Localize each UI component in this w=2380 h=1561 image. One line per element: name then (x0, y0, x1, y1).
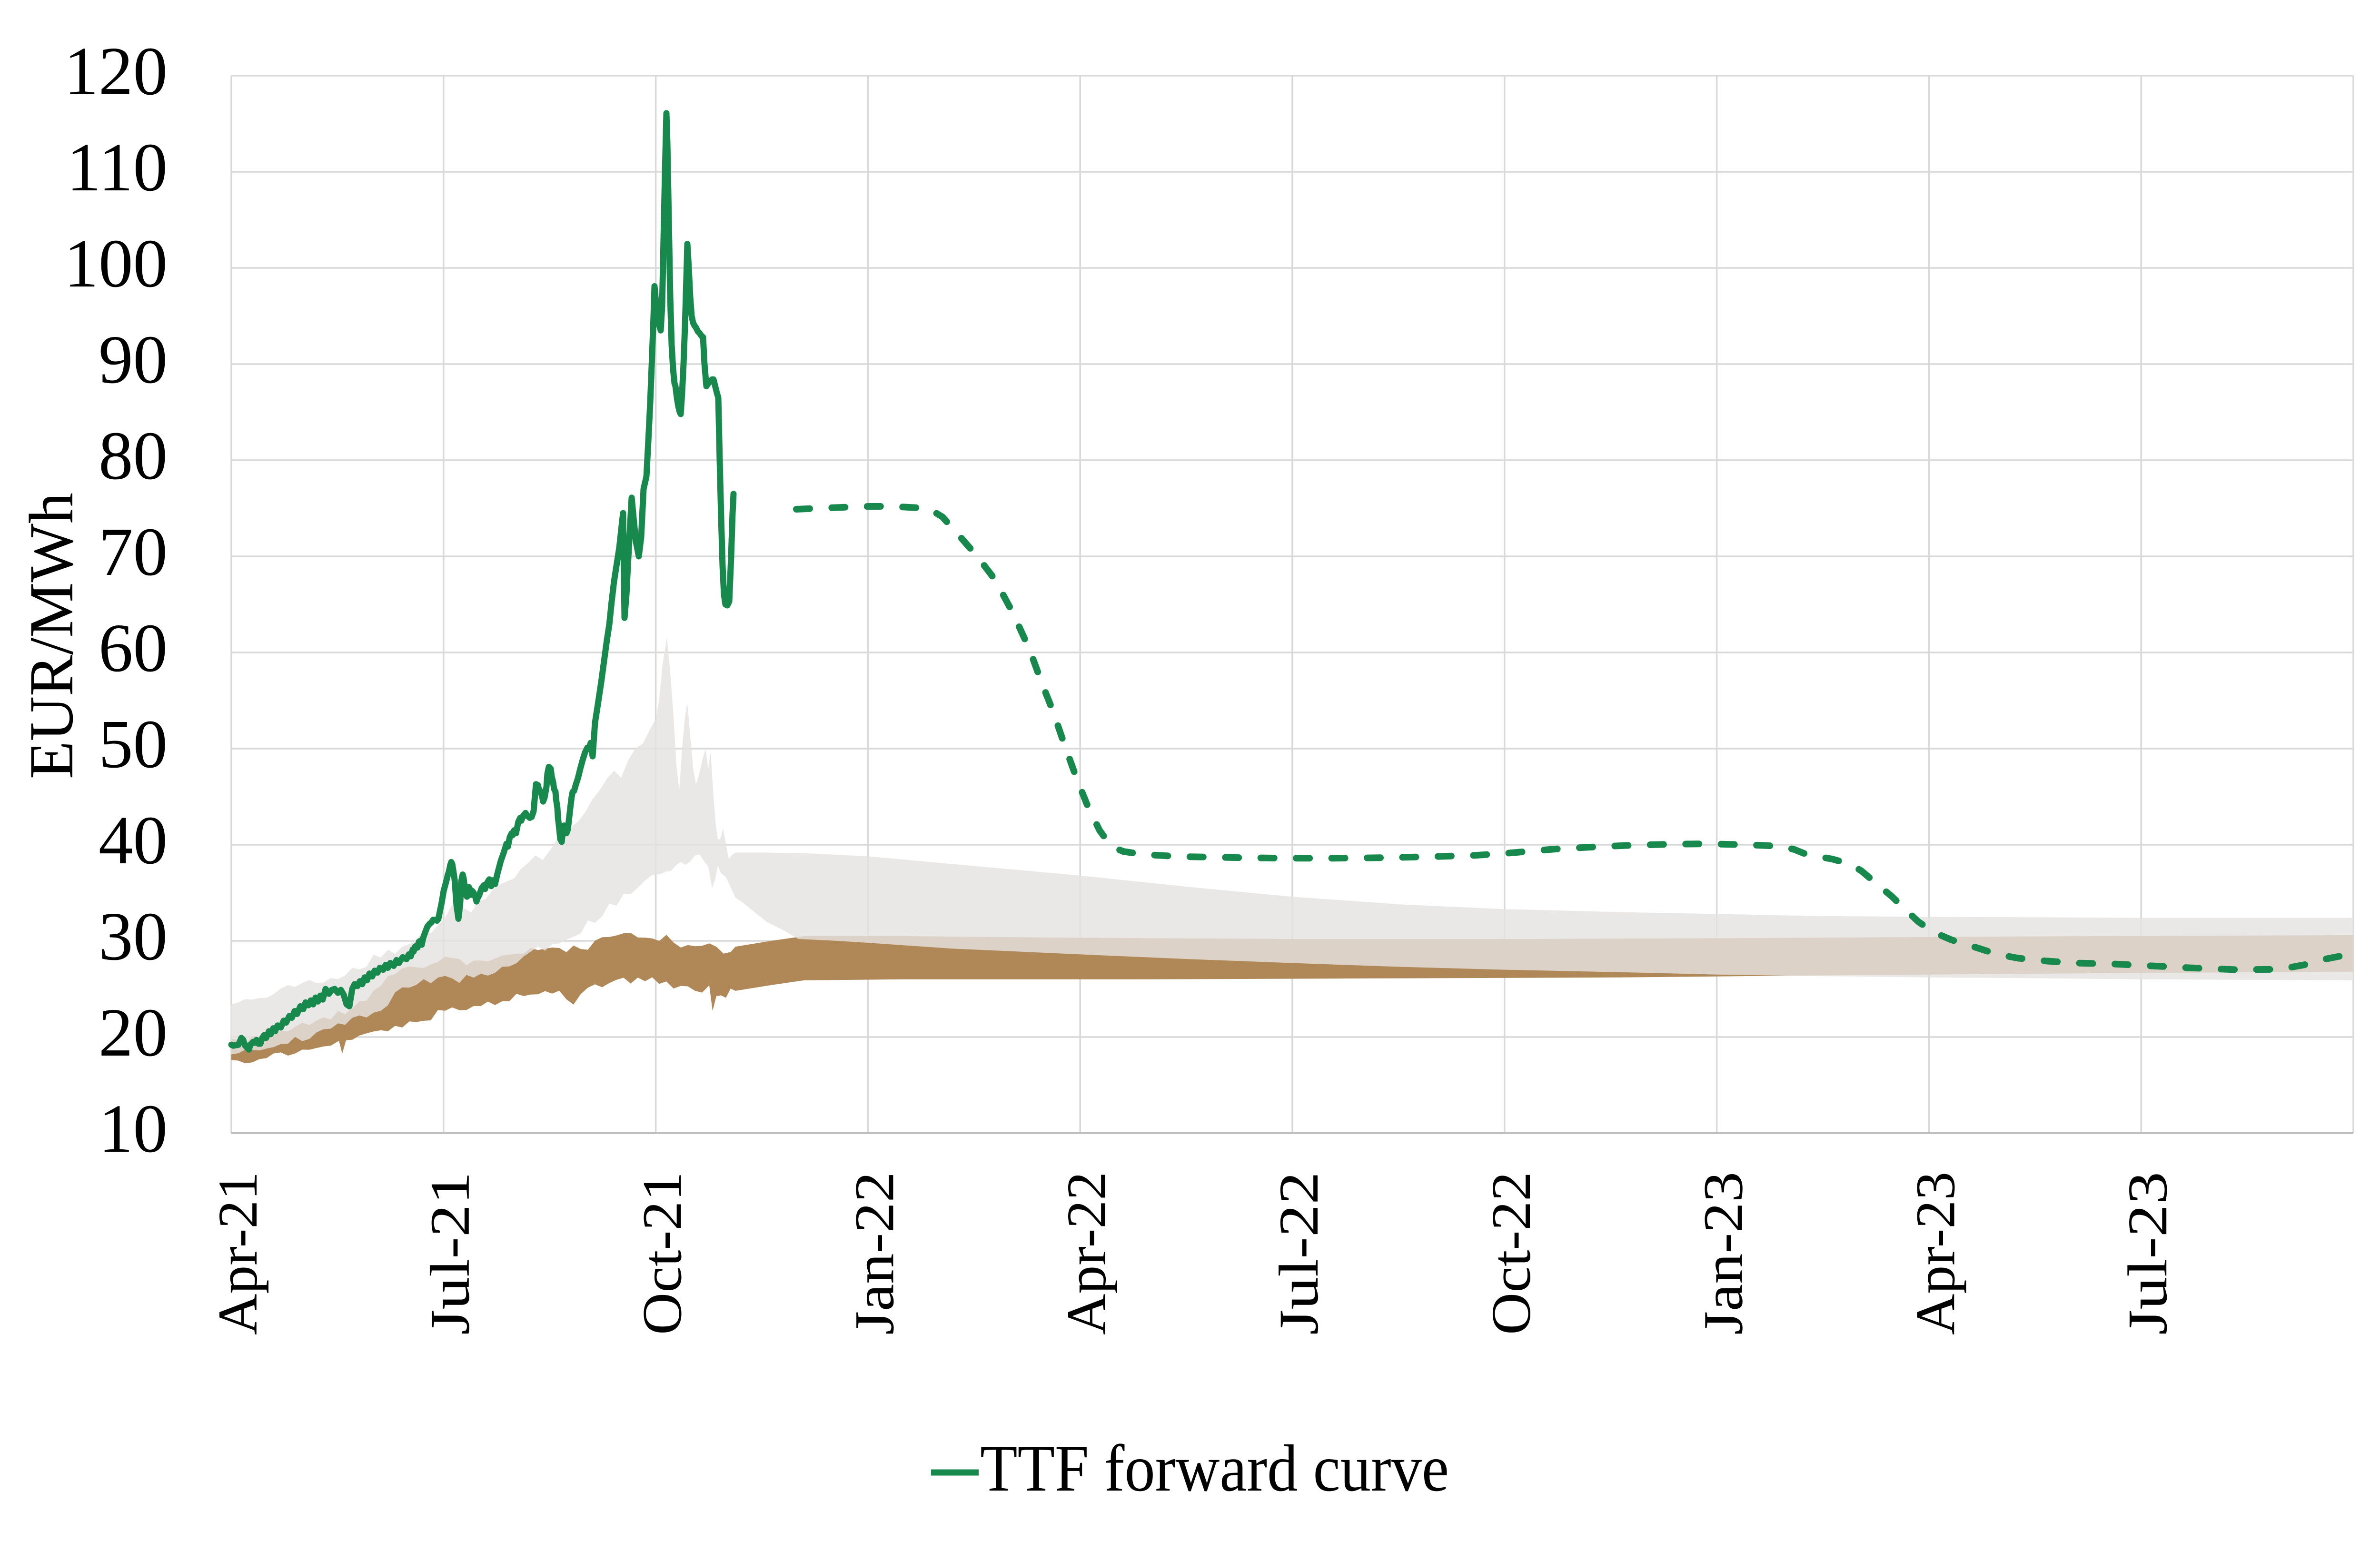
svg-text:110: 110 (67, 129, 168, 206)
svg-text:TTF forward curve: TTF forward curve (980, 1432, 1449, 1505)
svg-text:80: 80 (99, 418, 168, 494)
svg-text:Jan-23: Jan-23 (1692, 1172, 1755, 1335)
svg-text:Jul-23: Jul-23 (2116, 1172, 2179, 1335)
svg-text:Oct-22: Oct-22 (1480, 1172, 1542, 1335)
svg-text:Apr-23: Apr-23 (1904, 1172, 1966, 1335)
svg-text:20: 20 (99, 995, 168, 1071)
svg-text:Apr-21: Apr-21 (207, 1172, 269, 1335)
svg-text:60: 60 (99, 610, 168, 686)
svg-text:70: 70 (99, 514, 168, 590)
svg-text:Oct-21: Oct-21 (631, 1172, 694, 1335)
svg-text:50: 50 (99, 706, 168, 782)
svg-text:Jul-22: Jul-22 (1268, 1172, 1330, 1335)
svg-text:Apr-22: Apr-22 (1055, 1172, 1118, 1335)
svg-text:120: 120 (64, 33, 168, 109)
svg-text:90: 90 (99, 322, 168, 398)
svg-text:100: 100 (64, 226, 168, 302)
svg-text:Jul-21: Jul-21 (419, 1172, 481, 1335)
svg-text:Jan-22: Jan-22 (843, 1172, 905, 1335)
svg-text:10: 10 (99, 1091, 168, 1167)
svg-text:40: 40 (99, 802, 168, 879)
svg-text:EUR/MWh: EUR/MWh (16, 493, 86, 779)
svg-text:30: 30 (99, 899, 168, 975)
